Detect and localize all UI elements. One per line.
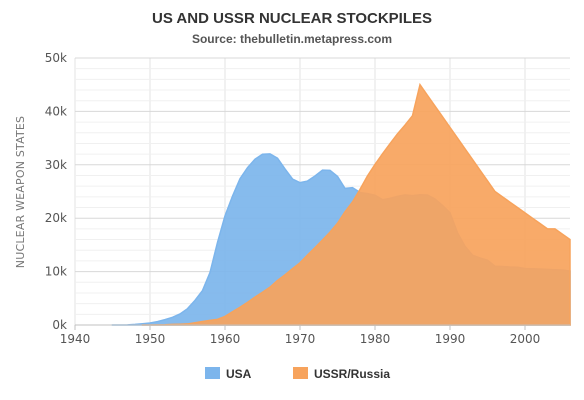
series-area-ussr-russia[interactable] [141, 82, 571, 326]
legend-swatch [293, 367, 308, 379]
legend-label: USA [226, 367, 252, 381]
y-tick-label: 20k [45, 211, 67, 225]
legend-swatch [205, 367, 220, 379]
x-tick-label: 1980 [360, 332, 391, 346]
chart-subtitle: Source: thebulletin.metapress.com [192, 32, 392, 46]
y-axis-label: NUCLEAR WEAPON STATES [14, 116, 27, 268]
x-tick-label: 1970 [285, 332, 316, 346]
y-tick-label: 0k [52, 318, 67, 332]
series-areas [111, 82, 571, 326]
y-tick-label: 10k [45, 265, 67, 279]
x-tick-label: 1960 [210, 332, 241, 346]
y-tick-label: 40k [45, 104, 67, 118]
legend[interactable]: USA USSR/Russia [205, 367, 390, 381]
x-tick-label: 1990 [435, 332, 466, 346]
x-tick-label: 1940 [60, 332, 91, 346]
axes: 1940 1950 1960 1970 1980 1990 2000 0k 10k 20k 30k 4… [45, 51, 570, 346]
chart-title: US AND USSR NUCLEAR STOCKPILES [152, 10, 432, 27]
x-tick-label: 1950 [135, 332, 166, 346]
legend-label: USSR/Russia [314, 367, 390, 381]
legend-item-ussr-russia[interactable]: USSR/Russia [293, 367, 390, 381]
y-tick-label: 50k [45, 51, 67, 65]
legend-item-usa[interactable]: USA [205, 367, 252, 381]
y-tick-label: 30k [45, 158, 67, 172]
x-tick-label: 2000 [510, 332, 541, 346]
